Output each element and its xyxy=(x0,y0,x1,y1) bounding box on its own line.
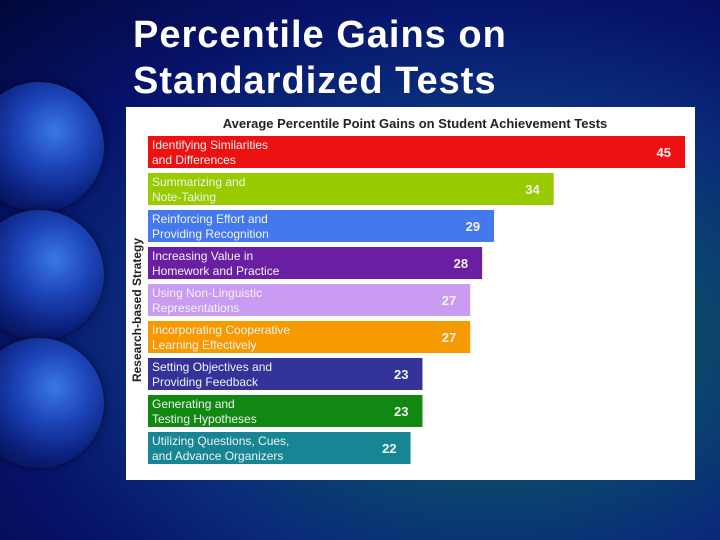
bar-value-label: 27 xyxy=(442,293,456,308)
bar-value-label: 22 xyxy=(382,441,396,456)
bar-value-label: 45 xyxy=(657,145,671,160)
bar-category-label: Generating and Testing Hypotheses xyxy=(152,397,257,426)
bar-value-label: 29 xyxy=(466,219,480,234)
slide-title: Percentile Gains on Standardized Tests xyxy=(133,14,507,102)
bar-category-label: Using Non-Linguistic Representations xyxy=(152,286,262,315)
bar-category-label: Utilizing Questions, Cues, and Advance Or… xyxy=(152,434,289,463)
bar-category-label: Identifying Similarities and Differences xyxy=(152,138,268,167)
bar-category-label: Summarizing and Note-Taking xyxy=(152,175,245,204)
bar-4 xyxy=(148,284,471,316)
bar-category-label: Increasing Value in Homework and Practice xyxy=(152,249,280,278)
decorative-orb-middle xyxy=(0,210,104,340)
bar-chart: Average Percentile Point Gains on Studen… xyxy=(130,116,685,464)
bar-value-label: 23 xyxy=(394,367,408,382)
bar-value-label: 27 xyxy=(442,330,456,345)
bar-value-label: 23 xyxy=(394,404,408,419)
bars-group: Identifying Similarities and Differences 4… xyxy=(148,136,685,464)
decorative-orb-bottom xyxy=(0,338,104,468)
bar-1 xyxy=(148,173,554,205)
bar-value-label: 28 xyxy=(454,256,468,271)
bar-6 xyxy=(148,358,423,390)
bar-category-label: Incorporating Cooperative Learning Effect… xyxy=(152,323,290,352)
bar-3 xyxy=(148,247,483,279)
decorative-orb-top xyxy=(0,82,104,212)
bar-5 xyxy=(148,321,471,353)
bar-8 xyxy=(148,432,411,464)
y-axis-label: Research-based Strategy xyxy=(130,238,144,382)
bar-category-label: Reinforcing Effort and Providing Recognit… xyxy=(152,212,269,241)
bar-value-label: 34 xyxy=(525,182,540,197)
chart-panel: Average Percentile Point Gains on Studen… xyxy=(126,107,695,480)
chart-title: Average Percentile Point Gains on Studen… xyxy=(223,116,608,131)
bar-7 xyxy=(148,395,423,427)
bar-2 xyxy=(148,210,495,242)
bar-0 xyxy=(148,136,685,168)
bar-category-label: Setting Objectives and Providing Feedback xyxy=(152,360,272,389)
